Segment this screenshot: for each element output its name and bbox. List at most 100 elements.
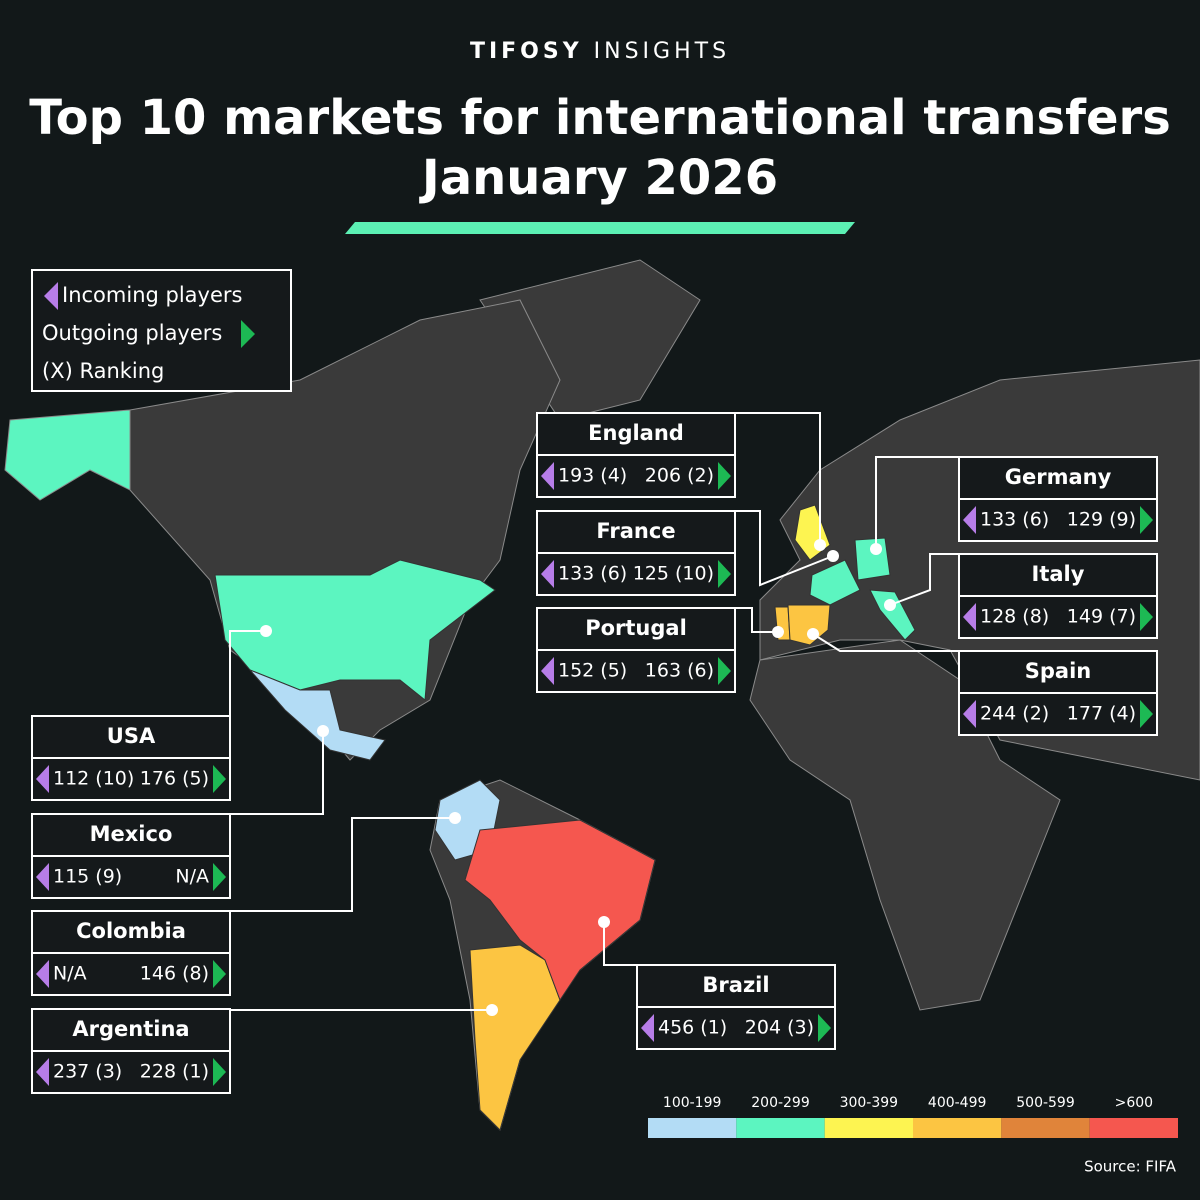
outgoing: 149 (7) <box>1067 606 1136 628</box>
outgoing: 125 (10) <box>633 563 714 585</box>
incoming-arrow <box>963 603 976 631</box>
incoming-arrow <box>44 282 58 310</box>
scale-label: 100-199 <box>663 1095 722 1111</box>
outgoing-arrow <box>718 462 731 490</box>
incoming: 133 (6) <box>980 509 1049 531</box>
outgoing-arrow <box>818 1014 831 1042</box>
country <box>869 589 916 641</box>
leader-line <box>875 456 959 549</box>
country-name: Italy <box>1032 562 1085 586</box>
scale-swatch <box>1089 1118 1178 1138</box>
scale-label: 300-399 <box>840 1095 899 1111</box>
marker-dot <box>449 812 461 824</box>
incoming-arrow <box>36 960 49 988</box>
country <box>469 944 561 1131</box>
outgoing-arrow <box>241 320 255 348</box>
marker-dot <box>598 916 610 928</box>
incoming: 456 (1) <box>658 1017 727 1039</box>
scale-swatch <box>1001 1118 1090 1138</box>
leader-line <box>229 630 266 716</box>
legend: Incoming players Outgoing players (X) Ra… <box>31 269 292 392</box>
brand: TIFOSY INSIGHTS <box>470 39 730 64</box>
country-name: Germany <box>1005 465 1112 489</box>
scale-swatch <box>736 1118 825 1138</box>
leader-line <box>735 510 834 587</box>
outgoing: 206 (2) <box>645 465 714 487</box>
scale-label: >600 <box>1115 1095 1153 1111</box>
outgoing: 176 (5) <box>140 768 209 790</box>
outgoing: 228 (1) <box>140 1061 209 1083</box>
outgoing-arrow <box>213 1058 226 1086</box>
scale-label: 400-499 <box>928 1095 987 1111</box>
marker-dot <box>807 628 819 640</box>
legend-text: Outgoing players <box>42 321 222 345</box>
outgoing-arrow <box>718 657 731 685</box>
incoming: 244 (2) <box>980 703 1049 725</box>
country-name: England <box>588 421 684 445</box>
countries <box>214 504 916 1131</box>
leader-line <box>230 731 324 815</box>
outgoing-arrow <box>1140 603 1153 631</box>
color-scale: 100-199 200-299 300-399 400-499 500-599 >600 <box>648 1095 1178 1138</box>
incoming: 112 (10) <box>53 768 134 790</box>
incoming: 237 (3) <box>53 1061 122 1083</box>
incoming-arrow <box>641 1014 654 1042</box>
incoming: 193 (4) <box>558 465 627 487</box>
leader-line <box>230 817 455 912</box>
title-underline <box>345 222 855 234</box>
country <box>464 819 656 1002</box>
scale-label: 200-299 <box>751 1095 810 1111</box>
incoming-arrow <box>541 657 554 685</box>
outgoing-arrow <box>718 560 731 588</box>
incoming: 152 (5) <box>558 660 627 682</box>
leader-line <box>603 922 637 966</box>
leader-line <box>889 553 959 606</box>
source: Source: FIFA <box>1084 1158 1177 1176</box>
scale-swatch <box>648 1118 737 1138</box>
country-name: Mexico <box>90 822 173 846</box>
marker-dot <box>486 1004 498 1016</box>
scale-swatch <box>824 1118 913 1138</box>
marker-dot <box>317 725 329 737</box>
market-boxes: England 193 (4) 206 (2) France 133 (6) 125 (1… <box>31 412 1158 1094</box>
country-name: France <box>596 519 675 543</box>
incoming-arrow <box>541 560 554 588</box>
incoming: 128 (8) <box>980 606 1049 628</box>
outgoing: 177 (4) <box>1067 703 1136 725</box>
incoming-arrow <box>963 506 976 534</box>
outgoing: 146 (8) <box>140 963 209 985</box>
outgoing: 129 (9) <box>1067 509 1136 531</box>
title: January 2026 <box>419 150 778 206</box>
brand-light: INSIGHTS <box>594 39 730 64</box>
marker-dot <box>772 626 784 638</box>
legend-text: (X) Ranking <box>42 359 164 383</box>
country <box>249 669 386 761</box>
marker-dot <box>870 543 882 555</box>
brand-bold: TIFOSY <box>470 39 583 64</box>
outgoing: N/A <box>175 866 209 888</box>
outgoing-arrow <box>1140 506 1153 534</box>
marker-dot <box>814 539 826 551</box>
country-name: Argentina <box>72 1017 189 1041</box>
title: Top 10 markets for international transfe… <box>29 90 1171 146</box>
country-name: USA <box>107 724 156 748</box>
outgoing-arrow <box>1140 700 1153 728</box>
country-name: Brazil <box>702 973 769 997</box>
country <box>809 559 861 606</box>
incoming-arrow <box>36 1058 49 1086</box>
incoming-arrow <box>36 765 49 793</box>
incoming: N/A <box>53 963 87 985</box>
alaska <box>4 409 131 501</box>
scale-swatch <box>913 1118 1002 1138</box>
outgoing: 204 (3) <box>745 1017 814 1039</box>
legend-text: Incoming players <box>62 283 242 307</box>
marker-dot <box>260 625 272 637</box>
outgoing-arrow <box>213 765 226 793</box>
country-name: Portugal <box>585 616 687 640</box>
incoming-arrow <box>36 863 49 891</box>
scale-label: 500-599 <box>1016 1095 1075 1111</box>
leader-line <box>735 607 778 633</box>
marker-dot <box>884 599 896 611</box>
